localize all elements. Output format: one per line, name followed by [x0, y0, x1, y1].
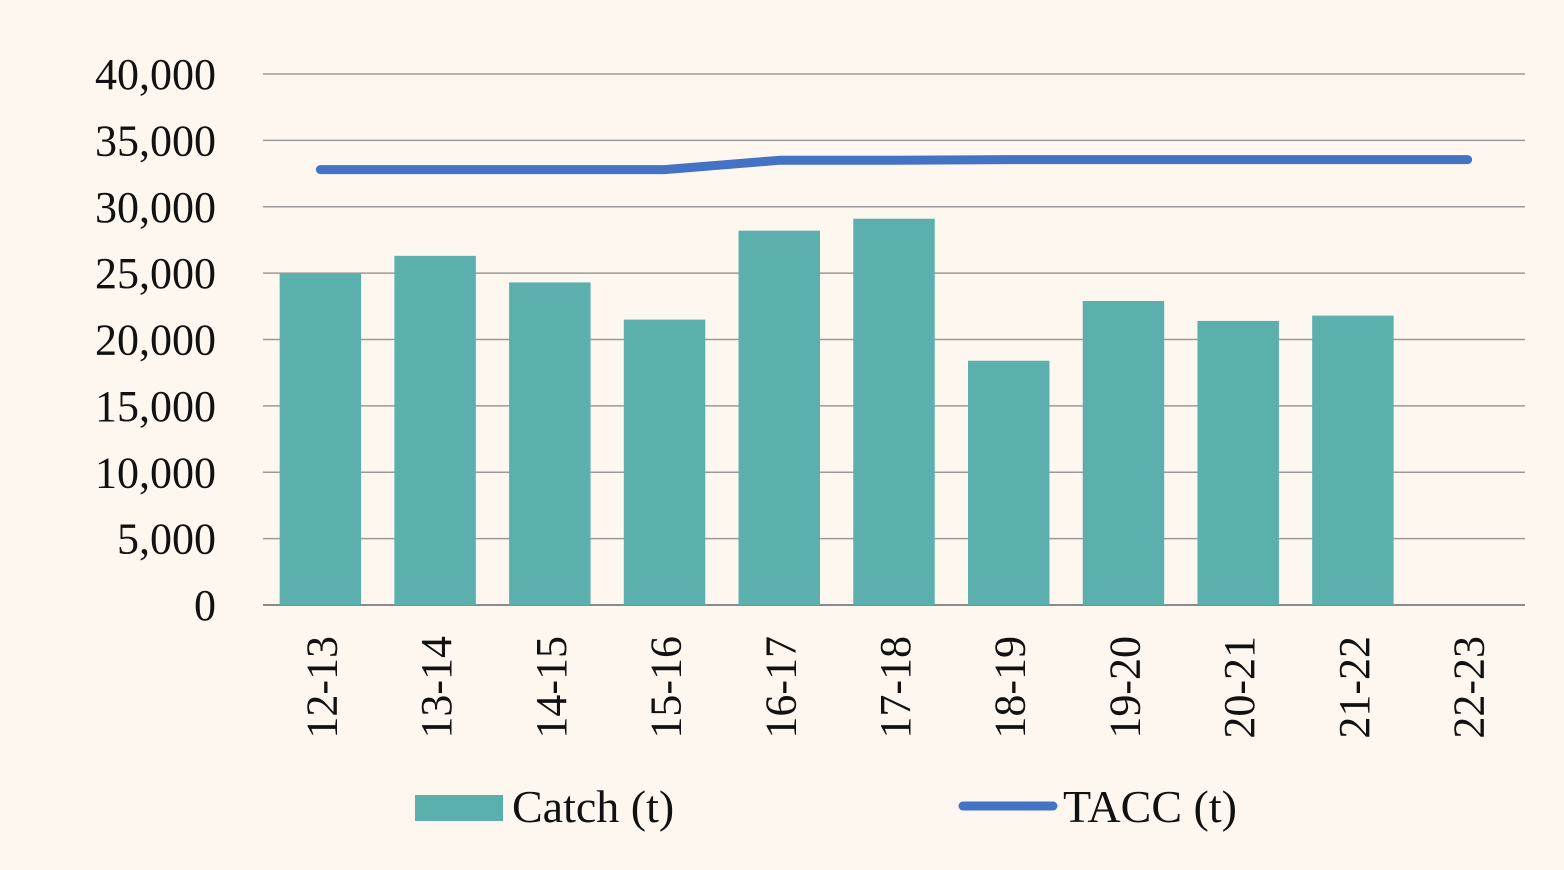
- y-tick-label: 20,000: [95, 316, 216, 365]
- legend: Catch (t) TACC (t): [415, 781, 1237, 832]
- x-tick-label: 15-16: [642, 636, 691, 739]
- legend-swatch-catch: [415, 795, 503, 821]
- x-tick-label: 14-15: [527, 636, 576, 739]
- catch-bar: [738, 230, 821, 605]
- y-tick-label: 10,000: [95, 448, 216, 497]
- legend-label-catch: Catch (t): [512, 781, 674, 832]
- catch-bar: [1312, 315, 1394, 605]
- x-tick-label: 13-14: [412, 636, 461, 739]
- catch-bar: [623, 319, 706, 605]
- x-tick-label: 17-18: [871, 636, 920, 739]
- x-tick-label: 18-19: [986, 636, 1035, 739]
- x-tick-label: 20-21: [1215, 636, 1264, 739]
- x-tick-label: 21-22: [1330, 636, 1379, 739]
- y-tick-label: 40,000: [95, 50, 216, 99]
- x-tick-label: 16-17: [756, 636, 805, 739]
- catch-bar: [394, 255, 476, 605]
- catch-bar: [279, 273, 362, 605]
- x-axis-tick-labels: 12-13 13-14 14-15 15-16 16-17 17-18 18-19 19-20…: [297, 636, 1493, 739]
- catch-bar: [1082, 301, 1165, 605]
- y-tick-label: 35,000: [95, 116, 216, 165]
- catch-bars: [279, 218, 1394, 605]
- catch-bar: [853, 218, 935, 605]
- tacc-line: [315, 155, 1473, 175]
- y-tick-label: 5,000: [117, 515, 216, 564]
- y-tick-label: 25,000: [95, 249, 216, 298]
- y-axis-tick-labels: 0 5,000 10,000 15,000 20,000 25,000 30,000 35,0…: [95, 50, 216, 630]
- x-tick-label: 12-13: [297, 636, 346, 739]
- catch-bar: [1197, 320, 1279, 605]
- x-tick-label: 19-20: [1100, 636, 1149, 739]
- tacc-line-group: [315, 155, 1473, 175]
- x-tick-label: 22-23: [1445, 636, 1494, 739]
- catch-bar: [967, 360, 1050, 605]
- catch-bar: [509, 282, 591, 605]
- y-tick-label: 15,000: [95, 382, 216, 431]
- y-tick-label: 30,000: [95, 183, 216, 232]
- legend-label-tacc: TACC (t): [1063, 781, 1237, 832]
- y-tick-label: 0: [194, 581, 216, 630]
